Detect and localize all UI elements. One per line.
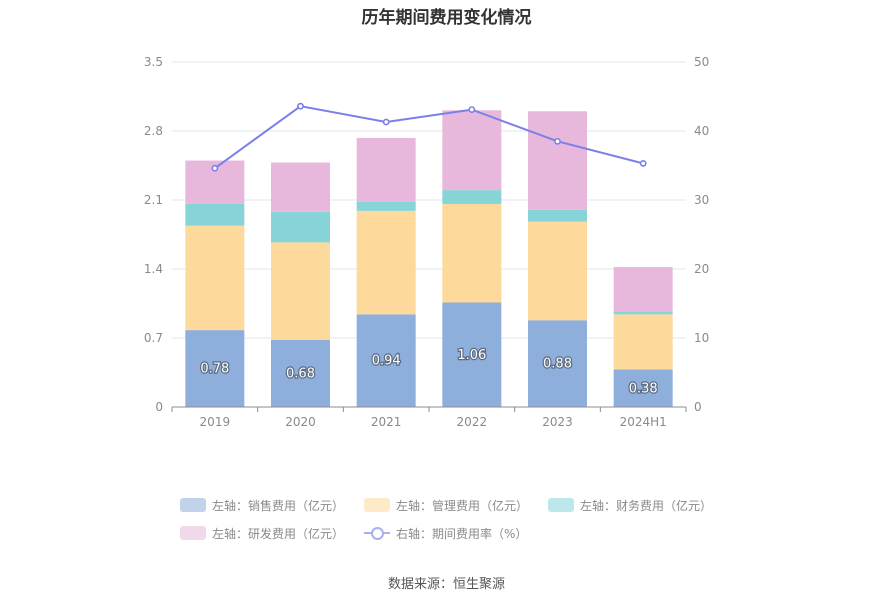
bar-segment [528,111,587,210]
y-right-tick-label: 10 [694,331,709,345]
y-left-tick-label: 0 [155,400,163,414]
bar-segment [528,320,587,407]
legend-swatch [180,526,206,540]
bar-segment [528,221,587,321]
bar-segment [356,201,416,211]
rate-point [639,160,647,167]
bar-segment [613,267,673,312]
y-right-tick-label: 0 [694,400,702,414]
y-left-tick-label: 2.1 [144,193,163,207]
x-tick-label: 2019 [200,415,231,429]
y-left-tick-label: 1.4 [144,262,163,276]
data-label: 0.94 [372,354,401,369]
legend-item[interactable]: 左轴：销售费用（亿元） [180,495,348,515]
bar-layer [185,110,673,407]
bar-segment [613,369,673,407]
data-label: 0.68 [286,366,315,381]
data-label: 0.78 [200,362,229,377]
rate-point [297,102,304,110]
bar-segment [442,190,502,204]
legend-label: 左轴：研发费用（亿元） [212,526,345,541]
data-label: 0.38 [629,381,658,396]
rate-line [214,105,644,170]
legend-item[interactable]: 左轴：财务费用（亿元） [548,495,718,515]
bar-segment [528,209,587,222]
y-right-tick-label: 40 [694,124,709,138]
legend-item[interactable]: 左轴：管理费用（亿元） [364,495,532,515]
rate-point [468,106,476,114]
legend-label: 左轴：管理费用（亿元） [396,498,529,513]
line-layer [211,102,647,172]
legend-label: 左轴：财务费用（亿元） [580,498,713,513]
source-note: 数据来源：恒生聚源 [387,577,505,592]
y-left-tick-label: 3.5 [144,55,163,69]
bar-segment [271,211,330,243]
bar-segment [442,203,502,303]
label-layer: 0.78 0.68 0.94 1.06 0.88 0.38 [199,347,659,398]
bar-segment [442,302,502,407]
legend-label: 右轴：期间费用率（%） [396,526,528,541]
legend-swatch [548,498,574,512]
grid-layer [172,61,686,339]
axis-layer: 0 0.7 1.4 2.1 2.8 3.5 0 10 20 30 40 50 2019 2020 2021 2… [144,55,709,429]
x-tick-label: 2023 [542,415,573,429]
bar-segment [271,242,330,340]
rate-point [554,137,561,145]
legend-swatch [364,498,390,512]
bar-segment [185,330,245,407]
data-label: 0.88 [543,357,572,372]
x-tick-label: 2024H1 [620,415,667,429]
legend-item[interactable]: 右轴：期间费用率（%） [364,523,534,543]
bar-segment [356,210,416,315]
legend-line-swatch [364,526,390,540]
y-left-tick-label: 0.7 [144,331,163,345]
bar-segment [442,110,502,191]
y-right-tick-label: 20 [694,262,709,276]
legend-label: 左轴：销售费用（亿元） [212,498,345,513]
bar-segment [356,137,416,202]
x-tick-label: 2020 [285,415,316,429]
x-tick-label: 2021 [371,415,402,429]
chart-title: 历年期间费用变化情况 [361,8,532,28]
bar-segment [271,162,330,212]
rate-point [382,118,390,126]
legend: 左轴：销售费用（亿元） 左轴：管理费用（亿元） 左轴：财务费用（亿元） 左轴：研发费用… [180,495,740,543]
bar-segment [185,225,245,331]
bar-segment [613,314,673,370]
legend-item[interactable]: 左轴：研发费用（亿元） [180,523,348,543]
bar-segment [185,203,245,226]
y-right-tick-label: 50 [694,55,709,69]
bar-segment [613,311,673,315]
bar-segment [271,339,330,407]
data-label: 1.06 [457,348,486,363]
legend-swatch [180,498,206,512]
y-left-tick-label: 2.8 [144,124,163,138]
y-right-tick-label: 30 [694,193,709,207]
x-tick-label: 2022 [457,415,488,429]
rate-point [211,164,219,172]
bar-segment [356,314,416,407]
